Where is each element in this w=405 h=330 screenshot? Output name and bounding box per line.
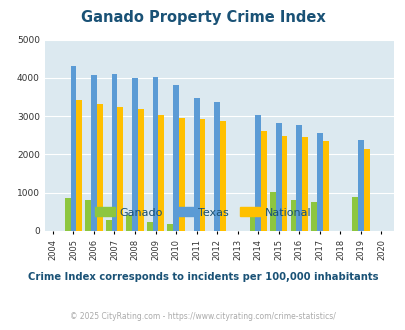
- Bar: [357, 140, 363, 231]
- Bar: [158, 115, 164, 231]
- Bar: [281, 136, 287, 231]
- Text: Crime Index corresponds to incidents per 100,000 inhabitants: Crime Index corresponds to incidents per…: [28, 272, 377, 282]
- Bar: [249, 215, 255, 231]
- Bar: [179, 118, 184, 231]
- Bar: [363, 149, 369, 231]
- Bar: [167, 224, 173, 231]
- Bar: [96, 104, 102, 231]
- Bar: [173, 85, 179, 231]
- Bar: [352, 197, 357, 231]
- Bar: [70, 66, 76, 231]
- Bar: [296, 125, 301, 231]
- Bar: [117, 107, 123, 231]
- Bar: [322, 141, 328, 231]
- Bar: [275, 123, 281, 231]
- Bar: [85, 200, 91, 231]
- Bar: [147, 222, 152, 231]
- Bar: [255, 115, 260, 231]
- Bar: [106, 220, 111, 231]
- Bar: [311, 202, 316, 231]
- Bar: [152, 77, 158, 231]
- Bar: [111, 74, 117, 231]
- Bar: [269, 192, 275, 231]
- Bar: [301, 137, 307, 231]
- Bar: [260, 131, 266, 231]
- Bar: [193, 98, 199, 231]
- Bar: [91, 75, 96, 231]
- Bar: [132, 78, 138, 231]
- Bar: [220, 121, 225, 231]
- Text: Ganado Property Crime Index: Ganado Property Crime Index: [81, 10, 324, 25]
- Bar: [214, 102, 220, 231]
- Bar: [76, 100, 82, 231]
- Bar: [126, 215, 132, 231]
- Bar: [65, 198, 70, 231]
- Bar: [138, 109, 143, 231]
- Text: © 2025 CityRating.com - https://www.cityrating.com/crime-statistics/: © 2025 CityRating.com - https://www.city…: [70, 312, 335, 321]
- Bar: [316, 133, 322, 231]
- Bar: [290, 200, 296, 231]
- Bar: [199, 119, 205, 231]
- Legend: Ganado, Texas, National: Ganado, Texas, National: [90, 203, 315, 222]
